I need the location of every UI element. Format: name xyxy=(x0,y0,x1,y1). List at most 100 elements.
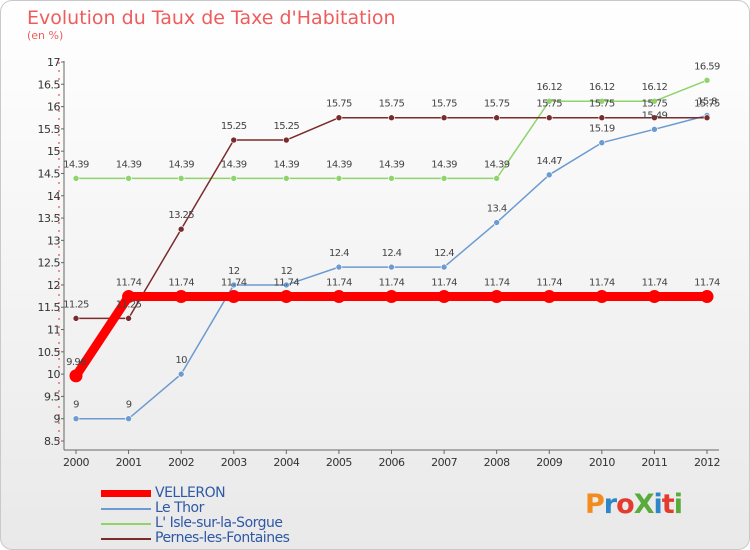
data-point xyxy=(651,114,658,122)
logo-letter: i xyxy=(653,489,663,520)
y-tick-label: 15.5 xyxy=(38,123,61,136)
data-label: 15.75 xyxy=(379,99,405,110)
data-point xyxy=(227,290,241,304)
x-tick-label: 2005 xyxy=(326,456,352,469)
data-label: 11.74 xyxy=(536,278,562,289)
data-label: 11.74 xyxy=(484,278,510,289)
data-point xyxy=(598,114,606,122)
y-tick-label: 16 xyxy=(47,101,60,114)
data-point xyxy=(700,290,714,304)
data-label: 14.39 xyxy=(326,159,352,170)
data-point xyxy=(335,114,343,122)
data-label: 11.74 xyxy=(326,278,352,289)
x-tick-label: 2003 xyxy=(221,456,247,469)
data-label: 14.39 xyxy=(274,159,300,170)
data-label: 16.12 xyxy=(536,82,562,93)
data-point xyxy=(703,76,711,84)
data-label: 11.25 xyxy=(63,299,89,310)
y-tick-label: 10 xyxy=(47,368,60,381)
data-label: 15.75 xyxy=(484,99,510,110)
data-label: 11.25 xyxy=(116,299,142,310)
data-point xyxy=(230,281,238,289)
data-label: 11.74 xyxy=(642,278,668,289)
logo-letter: o xyxy=(616,489,635,520)
legend-label: VELLERON xyxy=(155,485,226,501)
data-point xyxy=(230,175,238,182)
data-label: 9 xyxy=(126,400,132,411)
data-point xyxy=(174,290,188,304)
y-tick-label: 15 xyxy=(47,145,60,158)
data-point xyxy=(545,97,553,105)
y-tick-label: 12.5 xyxy=(38,257,61,270)
chart-title: Evolution du Taux de Taxe d'Habitation xyxy=(27,7,396,29)
data-point xyxy=(335,175,343,182)
y-tick-label: 9.5 xyxy=(44,390,60,403)
legend: VELLERON Le Thor L' Isle-sur-la-Sorgue P… xyxy=(101,486,290,546)
data-label: 15.49 xyxy=(642,110,668,121)
data-label: 9 xyxy=(73,400,79,411)
x-tick-label: 2008 xyxy=(484,456,510,469)
legend-item-pernes-les-fontaines: Pernes-les-Fontaines xyxy=(101,530,290,546)
legend-label: L' Isle-sur-la-Sorgue xyxy=(155,515,283,531)
data-label: 16.59 xyxy=(694,61,720,72)
data-label: 14.39 xyxy=(168,159,194,170)
logo-letter: P xyxy=(585,489,605,520)
data-point xyxy=(440,263,448,271)
data-point xyxy=(283,281,290,289)
x-tick-label: 2009 xyxy=(536,456,562,469)
data-label: 14.39 xyxy=(221,159,247,170)
y-tick-label: 11.5 xyxy=(38,301,61,314)
data-point xyxy=(72,175,80,182)
data-label: 16.12 xyxy=(642,82,668,93)
data-point xyxy=(493,175,500,182)
data-point xyxy=(545,171,553,179)
data-point xyxy=(651,126,658,133)
x-tick-label: 2001 xyxy=(116,456,142,469)
data-point xyxy=(542,290,556,304)
data-label: 13.25 xyxy=(168,210,194,221)
data-label: 15.8 xyxy=(697,97,717,108)
data-point xyxy=(177,175,185,182)
data-point xyxy=(490,290,504,304)
data-label: 12 xyxy=(228,266,240,277)
data-label: 9.96 xyxy=(66,357,86,368)
data-label: 13.4 xyxy=(487,204,507,215)
data-point xyxy=(545,114,553,122)
legend-label: Pernes-les-Fontaines xyxy=(155,530,290,546)
data-label: 14.39 xyxy=(431,159,457,170)
x-tick-label: 2006 xyxy=(379,456,405,469)
y-tick-label: 14 xyxy=(47,190,60,203)
data-label: 12 xyxy=(281,266,293,277)
data-label: 11.74 xyxy=(589,278,615,289)
data-point xyxy=(125,175,132,182)
data-point xyxy=(69,369,83,383)
data-point xyxy=(230,136,238,144)
data-point xyxy=(125,315,132,322)
data-point xyxy=(125,415,132,423)
data-point xyxy=(388,263,395,271)
data-label: 12.4 xyxy=(434,248,454,259)
logo-letter: i xyxy=(673,489,683,520)
legend-swatch xyxy=(101,537,151,540)
data-label: 14.47 xyxy=(536,156,562,167)
data-point xyxy=(177,370,185,378)
data-point xyxy=(335,263,343,271)
data-label: 11.74 xyxy=(274,278,300,289)
x-tick-label: 2000 xyxy=(63,456,89,469)
data-label: 16.12 xyxy=(589,82,615,93)
logo-letter: r xyxy=(603,489,617,520)
data-point xyxy=(493,114,500,122)
y-tick-label: 14.5 xyxy=(38,167,61,180)
data-label: 15.25 xyxy=(274,121,300,132)
data-point xyxy=(493,219,500,226)
data-label: 10 xyxy=(175,355,187,366)
logo-letter: X xyxy=(633,489,655,520)
data-point xyxy=(440,175,448,182)
data-point xyxy=(703,114,711,122)
data-point xyxy=(647,290,661,304)
data-label: 15.19 xyxy=(589,124,615,135)
legend-item-velleron: VELLERON xyxy=(101,486,289,501)
data-label: 15.75 xyxy=(326,99,352,110)
data-point xyxy=(388,114,395,122)
